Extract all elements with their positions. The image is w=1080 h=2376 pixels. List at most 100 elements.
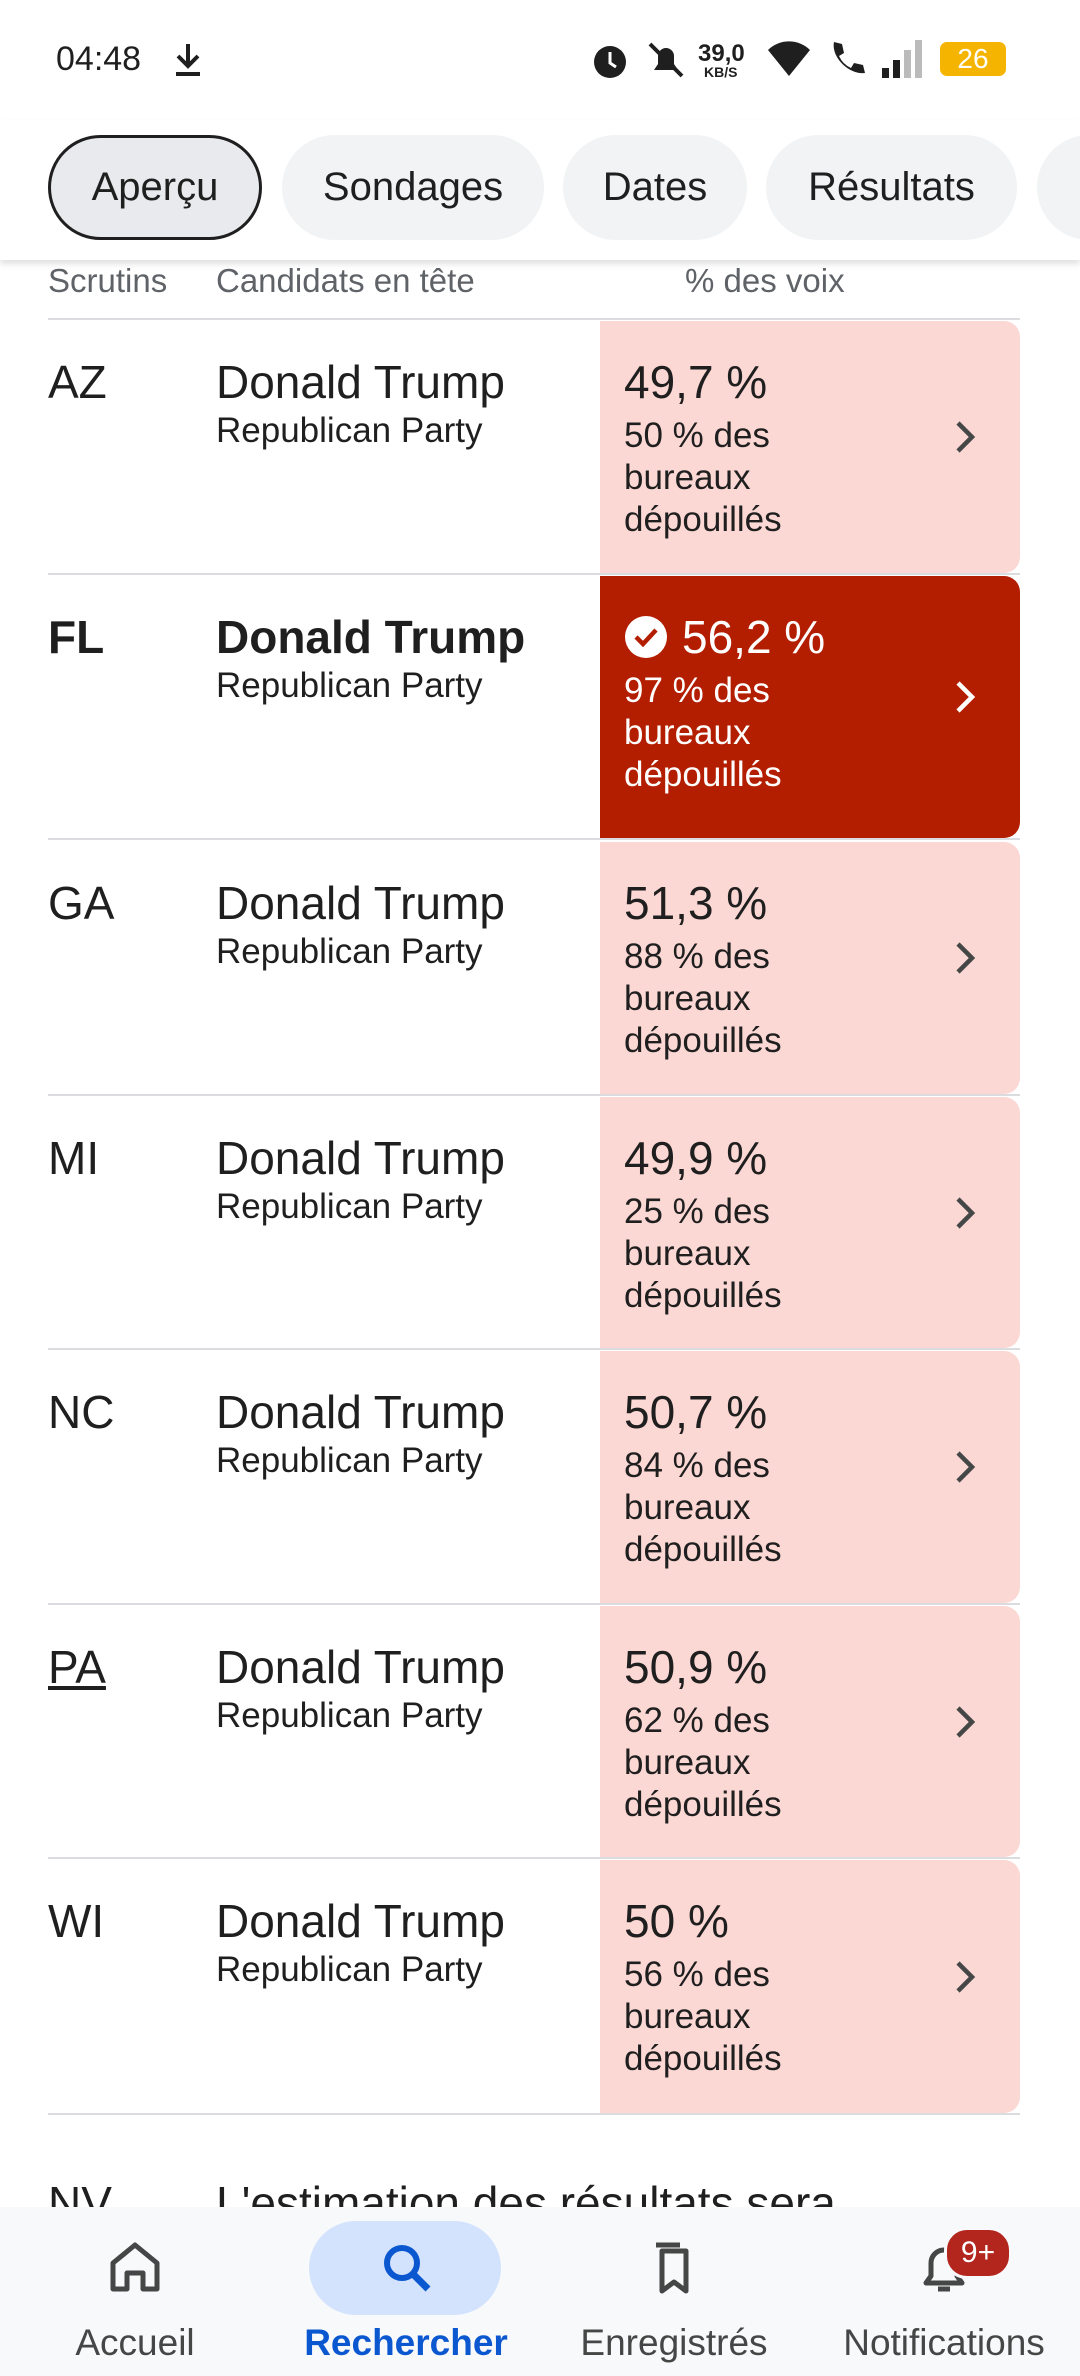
party: Republican Party xyxy=(216,1441,483,1480)
time: 04:48 xyxy=(56,40,142,78)
nav-label[interactable]: Accueil xyxy=(75,2322,195,2363)
nav-label[interactable]: Enregistrés xyxy=(580,2322,768,2363)
vote-percent: 50,7 % xyxy=(624,1385,767,1439)
percent-text: 49,9 % xyxy=(624,1132,768,1184)
tab[interactable]: Résultats xyxy=(766,135,1017,240)
party: Republican Party xyxy=(216,666,483,705)
nav-label[interactable]: Notifications xyxy=(843,2322,1045,2363)
percent-text: 56,2 % xyxy=(682,611,826,663)
result-row[interactable]: FL Donald Trump Republican Party 56,2 % 97 %… xyxy=(0,576,1080,838)
state: PA xyxy=(48,1641,106,1693)
winner-check xyxy=(624,615,668,659)
tab[interactable]: Sondages xyxy=(282,135,544,240)
reporting: 62 % des bureaux dépouillés xyxy=(624,1701,782,1824)
nav-badge: 9+ xyxy=(944,2227,1012,2279)
candidate: Donald Trump xyxy=(216,877,505,929)
tab-overflow xyxy=(1037,135,1080,240)
nav-icon xyxy=(105,2237,165,2304)
tab-bar: Aperçu Sondages Dates Résultats xyxy=(0,120,1080,260)
chevron xyxy=(950,1447,980,1492)
result-row[interactable]: MI Donald Trump Republican Party 49,9 % 25 %… xyxy=(0,1097,1080,1348)
divider xyxy=(48,2113,1020,2115)
wifi-icon xyxy=(768,41,810,76)
nav-icon xyxy=(644,2237,704,2304)
tab[interactable]: Dates xyxy=(563,135,747,240)
candidate: Donald Trump xyxy=(216,356,505,408)
percent-text: 50,7 % xyxy=(624,1386,768,1438)
result-row[interactable]: GA Donald Trump Republican Party 51,3 % 88 %… xyxy=(0,842,1080,1094)
column-header: Scrutins xyxy=(48,262,168,299)
vote-percent: 51,3 % xyxy=(624,876,767,930)
bottom-nav: Accueil Rechercher Enregistrés Notification… xyxy=(0,2207,1080,2376)
state: GA xyxy=(48,877,115,929)
state: FL xyxy=(48,611,105,663)
vote-box: 49,7 % 50 % des bureaux dépouillés xyxy=(600,321,1020,573)
percent-text: 50,9 % xyxy=(624,1641,768,1693)
state: WI xyxy=(48,1895,105,1947)
divider xyxy=(48,1603,1020,1605)
divider xyxy=(48,1094,1020,1096)
state: AZ xyxy=(48,356,107,408)
vote-box: 49,9 % 25 % des bureaux dépouillés xyxy=(600,1097,1020,1348)
chevron xyxy=(950,938,980,983)
nav-pill xyxy=(309,2221,501,2315)
candidate: Donald Trump xyxy=(216,1641,505,1693)
vote-percent: 49,9 % xyxy=(624,1131,767,1185)
party: Republican Party xyxy=(216,1187,483,1226)
divider xyxy=(48,838,1020,840)
state: MI xyxy=(48,1132,100,1184)
chevron xyxy=(950,417,980,462)
battery: 26 xyxy=(940,42,1006,76)
vote-box: 50,9 % 62 % des bureaux dépouillés xyxy=(600,1606,1020,1857)
net-unit: KB/S xyxy=(704,64,738,80)
percent-text: 50 % xyxy=(624,1895,729,1947)
nav-label[interactable]: Rechercher xyxy=(304,2322,508,2363)
vote-box: 51,3 % 88 % des bureaux dépouillés xyxy=(600,842,1020,1094)
vote-percent: 50,9 % xyxy=(624,1640,767,1694)
result-row[interactable]: PA Donald Trump Republican Party 50,9 % 62 %… xyxy=(0,1606,1080,1857)
alarm-icon xyxy=(594,46,626,78)
candidate: Donald Trump xyxy=(216,1895,505,1947)
nav-icon xyxy=(376,2237,436,2304)
reporting: 25 % des bureaux dépouillés xyxy=(624,1192,782,1315)
vote-percent: 50 % xyxy=(624,1894,729,1948)
partial-state: NV xyxy=(48,2177,112,2207)
party: Republican Party xyxy=(216,1696,483,1735)
chevron xyxy=(950,1193,980,1238)
results-table: Scrutins Candidats en tête % des voix AZ Don… xyxy=(0,262,1080,2207)
result-row[interactable]: NC Donald Trump Republican Party 50,7 % 84 %… xyxy=(0,1351,1080,1603)
divider xyxy=(48,1857,1020,1859)
download-icon xyxy=(176,44,200,76)
chevron xyxy=(950,1957,980,2002)
party: Republican Party xyxy=(216,932,483,971)
candidate: Donald Trump xyxy=(216,611,526,663)
reporting: 84 % des bureaux dépouillés xyxy=(624,1446,782,1569)
chevron xyxy=(950,677,980,722)
reporting: 97 % des bureaux dépouillés xyxy=(624,671,782,794)
column-header: Candidats en tête xyxy=(216,262,475,299)
divider xyxy=(48,318,1020,320)
column-header: % des voix xyxy=(685,262,845,299)
party: Republican Party xyxy=(216,411,483,450)
vote-box: 50,7 % 84 % des bureaux dépouillés xyxy=(600,1351,1020,1603)
tab[interactable]: Aperçu xyxy=(48,135,262,240)
percent-text: 51,3 % xyxy=(624,877,768,929)
chevron xyxy=(950,1702,980,1747)
net-speed: 39,0 xyxy=(698,40,745,67)
status-bar: 04:48 39,0 KB/S 26 xyxy=(0,0,1080,120)
call-icon xyxy=(833,42,865,74)
candidate: Donald Trump xyxy=(216,1132,505,1184)
result-row[interactable]: AZ Donald Trump Republican Party 49,7 % 50 %… xyxy=(0,321,1080,573)
mute-icon xyxy=(648,42,684,78)
vote-percent: 49,7 % xyxy=(624,355,767,409)
vote-percent: 56,2 % xyxy=(624,610,825,664)
reporting: 50 % des bureaux dépouillés xyxy=(624,416,782,539)
percent-text: 49,7 % xyxy=(624,356,768,408)
divider xyxy=(48,573,1020,575)
result-row[interactable]: WI Donald Trump Republican Party 50 % 56 % d… xyxy=(0,1860,1080,2113)
party: Republican Party xyxy=(216,1950,483,1989)
candidate: Donald Trump xyxy=(216,1386,505,1438)
vote-box: 50 % 56 % des bureaux dépouillés xyxy=(600,1860,1020,2113)
reporting: 88 % des bureaux dépouillés xyxy=(624,937,782,1060)
divider xyxy=(48,1348,1020,1350)
